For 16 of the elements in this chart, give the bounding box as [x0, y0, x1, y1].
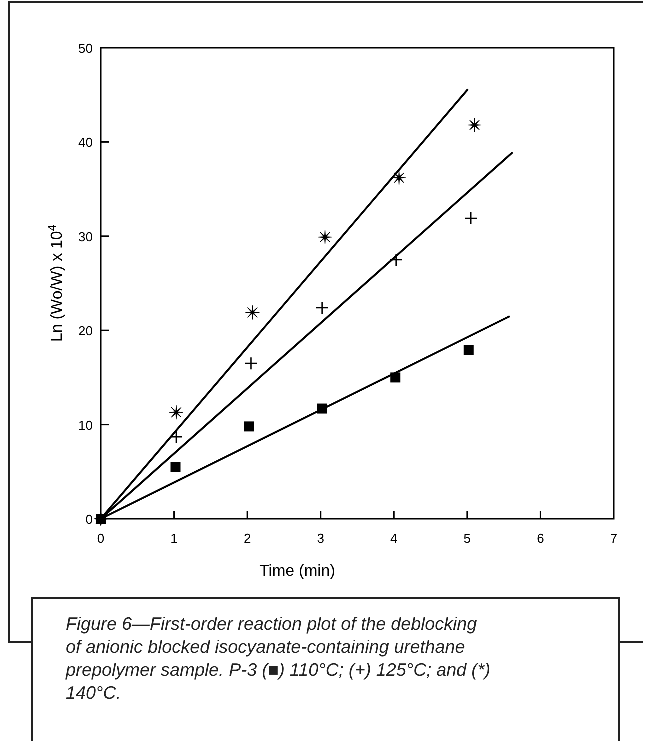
- x-tick-label: 7: [610, 531, 618, 546]
- y-tick-label: 30: [78, 229, 93, 244]
- caption: Figure 6—First-order reaction plot of the deblocking of anionic blocked isocyanate-containing urethane prepolymer sample. P-3 (■) 110°C; (+) 125°C; and (*) 140°C.: [65, 614, 491, 703]
- y-tick-label: 50: [78, 41, 93, 56]
- y-tick-label: 10: [78, 418, 93, 433]
- y-tick-label: 20: [78, 324, 93, 339]
- x-axis-title: Time (min): [260, 563, 336, 580]
- y-tick-label: 40: [78, 135, 93, 150]
- x-tick-label: 2: [244, 531, 252, 546]
- x-tick-label: 3: [317, 531, 324, 546]
- x-tick-label: 5: [464, 531, 472, 546]
- x-tick-label: 4: [390, 531, 398, 546]
- x-tick-label: 1: [170, 531, 178, 546]
- x-tick-label: 6: [537, 531, 544, 546]
- x-tick-label: 0: [97, 531, 105, 546]
- y-tick-label: 0: [86, 512, 93, 527]
